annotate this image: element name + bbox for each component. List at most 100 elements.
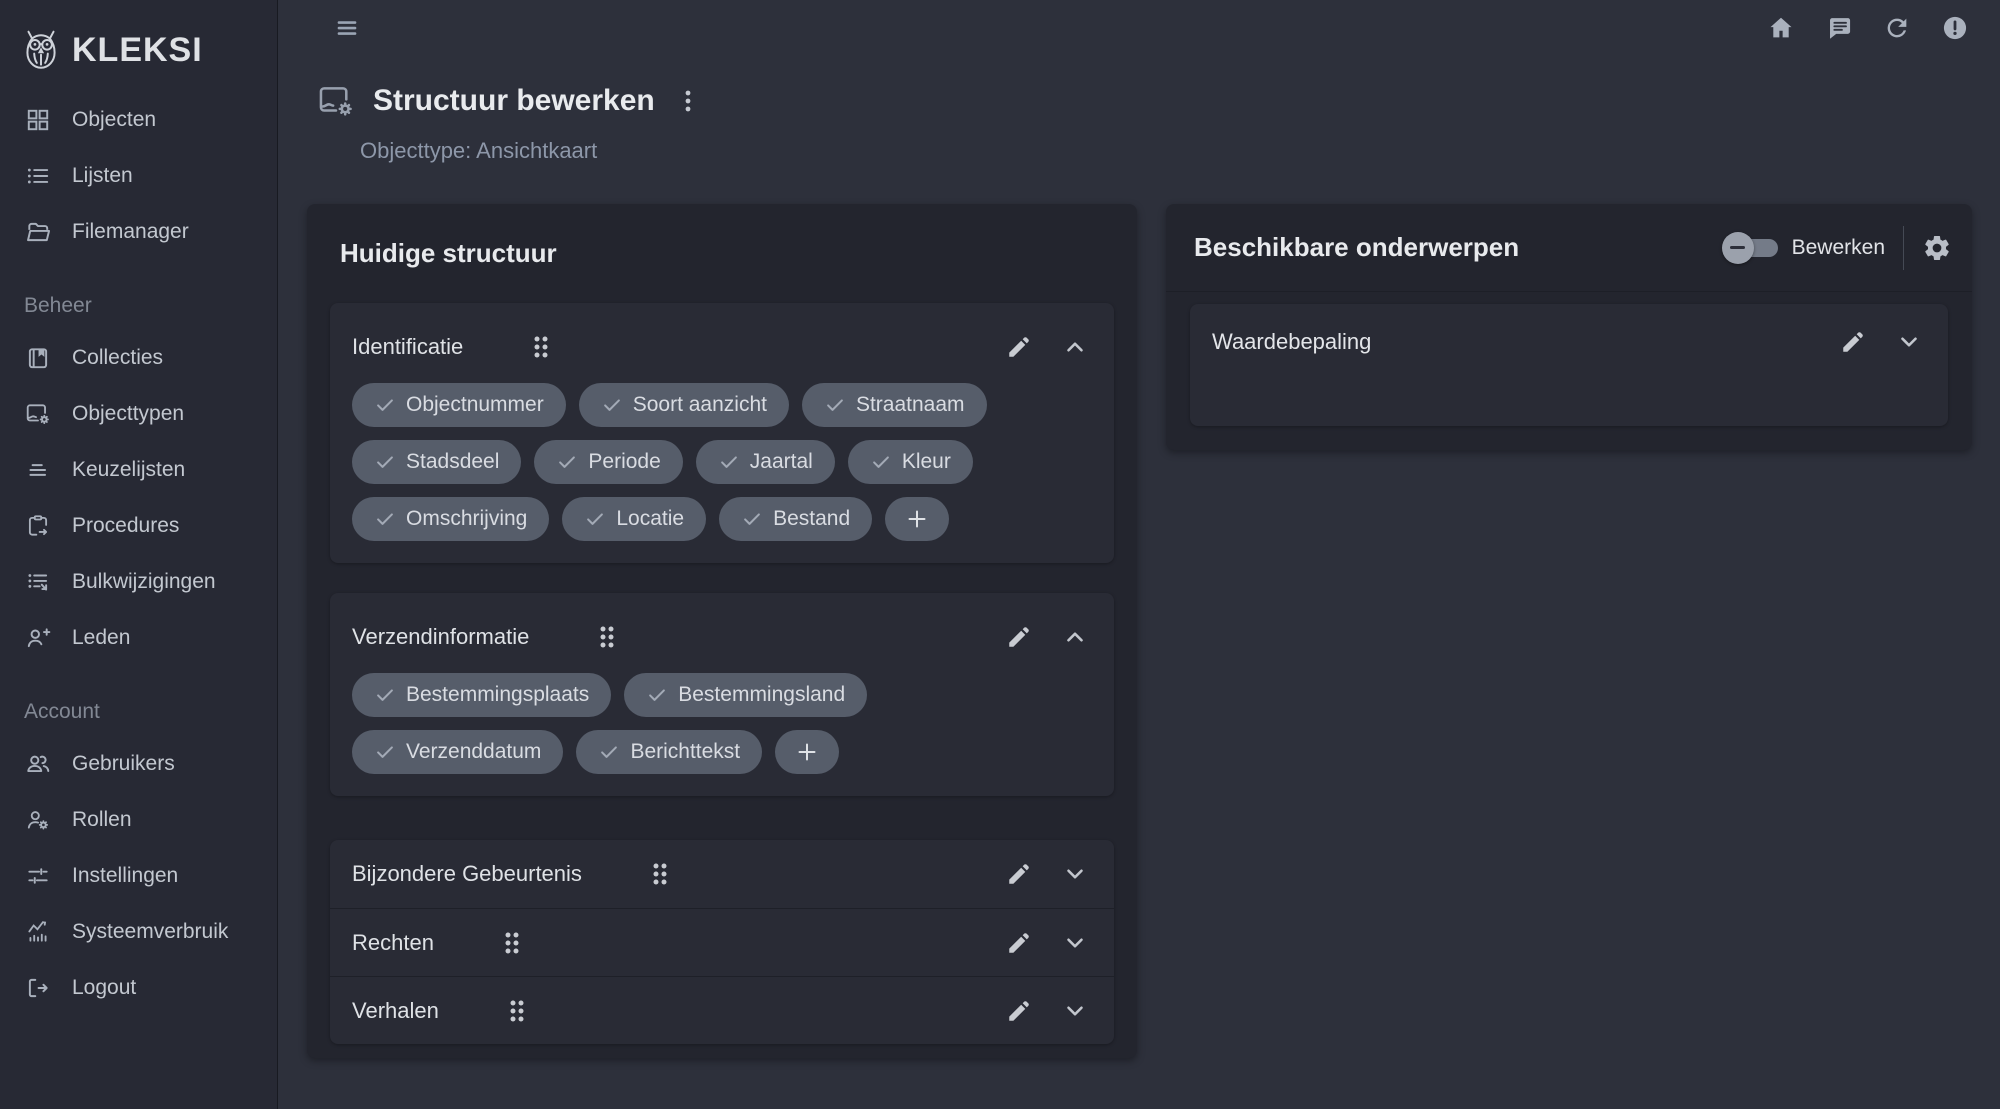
drag-handle-icon[interactable] <box>503 994 531 1028</box>
subject-name: Waardebepaling <box>1212 329 1372 354</box>
edit-section-button[interactable] <box>1002 330 1036 364</box>
collapse-section-button[interactable] <box>1058 330 1092 364</box>
field-chip[interactable]: Periode <box>534 440 683 484</box>
section-rechten: Rechten <box>330 908 1114 976</box>
messages-button[interactable] <box>1822 11 1856 45</box>
sidebar-nav: Objecten Lijsten Filemanager Beheer <box>0 92 277 1016</box>
edit-section-button[interactable] <box>1002 994 1036 1028</box>
page-menu-button[interactable] <box>673 84 703 118</box>
sidebar-item-lijsten[interactable]: Lijsten <box>0 148 277 204</box>
brand-logo[interactable]: KLEKSI <box>0 0 277 84</box>
divider <box>1903 225 1904 270</box>
edit-section-button[interactable] <box>1002 857 1036 891</box>
alert-button[interactable] <box>1938 11 1972 45</box>
sidebar-item-logout[interactable]: Logout <box>0 960 277 1016</box>
sidebar-item-objecten[interactable]: Objecten <box>0 92 277 148</box>
section-name: Verhalen <box>352 997 439 1023</box>
clipboard-arrow-icon <box>24 512 52 540</box>
sidebar-item-label: Objecten <box>72 108 157 131</box>
usage-chart-icon <box>24 918 52 946</box>
sliders-icon <box>24 862 52 890</box>
available-subjects-card: Beschikbare onderwerpen Bewerken <box>1166 204 1972 450</box>
sidebar-item-procedures[interactable]: Procedures <box>0 498 277 554</box>
edit-subject-button[interactable] <box>1836 325 1870 359</box>
sidebar-section-beheer: Beheer <box>24 294 92 317</box>
sidebar-section-account: Account <box>24 700 100 723</box>
refresh-button[interactable] <box>1880 11 1914 45</box>
sidebar-item-label: Objecttypen <box>72 402 185 425</box>
field-chip[interactable]: Verzenddatum <box>352 730 564 774</box>
check-icon <box>377 399 393 411</box>
field-chip[interactable]: Bestemmingsland <box>624 673 868 717</box>
sidebar-item-label: Gebruikers <box>72 752 175 775</box>
check-icon <box>744 513 760 525</box>
objecttype-icon <box>317 82 355 120</box>
field-chip[interactable]: Bestemmingsplaats <box>352 673 612 717</box>
add-field-button[interactable] <box>885 497 950 541</box>
field-chips: Bestemmingsplaats Bestemmingsland Verzen… <box>352 673 1072 774</box>
page-title: Structuur bewerken <box>373 84 655 117</box>
sidebar-item-label: Collecties <box>72 346 164 369</box>
sidebar-item-objecttypen[interactable]: Objecttypen <box>0 386 277 442</box>
expand-subject-button[interactable] <box>1892 325 1926 359</box>
sidebar-item-label: Systeemverbruik <box>72 920 229 943</box>
section-name: Identificatie <box>352 334 464 359</box>
sidebar-item-label: Bulkwijzigingen <box>72 570 216 593</box>
section-verzendinformatie: Verzendinformatie <box>330 593 1114 796</box>
expand-section-button[interactable] <box>1058 857 1092 891</box>
sidebar-item-bulkwijzigingen[interactable]: Bulkwijzigingen <box>0 554 277 610</box>
sidebar-item-collecties[interactable]: Collecties <box>0 330 277 386</box>
field-chip[interactable]: Soort aanzicht <box>578 383 789 427</box>
plus-icon <box>908 510 926 528</box>
check-icon <box>559 456 576 468</box>
drag-handle-icon[interactable] <box>527 330 555 364</box>
field-chips: Objectnummer Soort aanzicht Straatnaam S… <box>352 383 1072 541</box>
section-name: Verzendinformatie <box>352 624 530 649</box>
sidebar-item-label: Instellingen <box>72 864 179 887</box>
sidebar-item-filemanager[interactable]: Filemanager <box>0 204 277 260</box>
check-icon <box>827 399 843 411</box>
check-icon <box>603 399 620 411</box>
field-chip[interactable]: Stadsdeel <box>352 440 522 484</box>
field-chip[interactable]: Omschrijving <box>352 497 550 541</box>
section-name: Rechten <box>352 929 434 955</box>
sidebar-item-systeemverbruik[interactable]: Systeemverbruik <box>0 904 277 960</box>
field-chip[interactable]: Locatie <box>562 497 707 541</box>
field-chip[interactable]: Berichttekst <box>576 730 763 774</box>
expand-section-button[interactable] <box>1058 926 1092 960</box>
drag-handle-icon[interactable] <box>593 620 621 654</box>
field-chip[interactable]: Kleur <box>847 440 973 484</box>
menu-toggle-button[interactable] <box>330 11 364 45</box>
home-button[interactable] <box>1764 11 1798 45</box>
field-chip[interactable]: Bestand <box>719 497 873 541</box>
section-verhalen: Verhalen <box>330 976 1114 1044</box>
sidebar-item-label: Procedures <box>72 514 180 537</box>
field-chip[interactable]: Objectnummer <box>352 383 566 427</box>
collapse-section-button[interactable] <box>1058 620 1092 654</box>
brand-name: KLEKSI <box>72 30 203 69</box>
available-subjects-title: Beschikbare onderwerpen <box>1194 232 1520 262</box>
sidebar-item-gebruikers[interactable]: Gebruikers <box>0 736 277 792</box>
plus-icon <box>798 743 816 761</box>
drag-handle-icon[interactable] <box>498 926 526 960</box>
section-identificatie: Identificatie <box>330 303 1114 563</box>
settings-gear-button[interactable] <box>1920 231 1954 265</box>
sidebar-item-instellingen[interactable]: Instellingen <box>0 848 277 904</box>
book-icon <box>24 344 52 372</box>
sidebar-item-rollen[interactable]: Rollen <box>0 792 277 848</box>
edit-section-button[interactable] <box>1002 926 1036 960</box>
edit-section-button[interactable] <box>1002 620 1036 654</box>
check-icon <box>587 513 604 525</box>
sidebar-item-leden[interactable]: Leden <box>0 610 277 666</box>
toggle-thumb <box>1721 231 1754 264</box>
edit-toggle-label: Bewerken <box>1791 235 1885 259</box>
sidebar-item-keuzelijsten[interactable]: Keuzelijsten <box>0 442 277 498</box>
drag-handle-icon[interactable] <box>646 857 674 891</box>
add-field-button[interactable] <box>775 730 840 774</box>
field-chip[interactable]: Straatnaam <box>801 383 987 427</box>
expand-section-button[interactable] <box>1058 994 1092 1028</box>
check-icon <box>377 689 393 701</box>
field-chip[interactable]: Jaartal <box>695 440 835 484</box>
main-content: Structuur bewerken Objecttype: Ansichtka… <box>279 0 2000 1058</box>
edit-toggle[interactable] <box>1721 231 1782 265</box>
